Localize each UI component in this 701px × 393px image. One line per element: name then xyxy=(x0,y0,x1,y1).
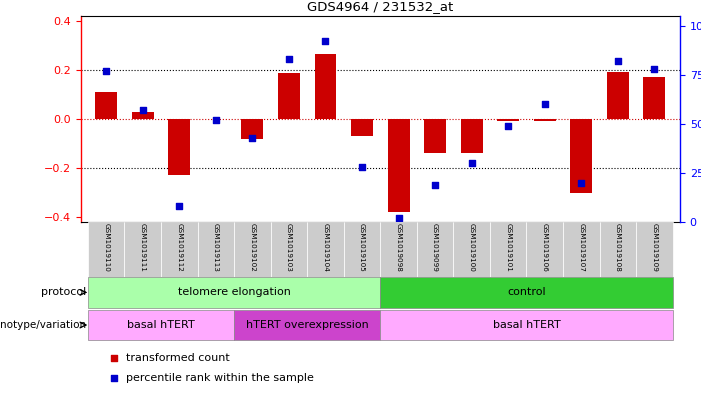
Text: GSM1019106: GSM1019106 xyxy=(542,223,547,272)
Point xyxy=(320,38,331,44)
Bar xyxy=(381,277,673,308)
Bar xyxy=(132,112,154,119)
Bar xyxy=(278,73,300,119)
Bar xyxy=(607,72,629,119)
Text: GSM1019110: GSM1019110 xyxy=(103,223,109,272)
Bar xyxy=(198,222,234,277)
Text: genotype/variation: genotype/variation xyxy=(0,320,86,330)
Bar xyxy=(88,277,381,308)
Text: control: control xyxy=(507,287,546,298)
Text: percentile rank within the sample: percentile rank within the sample xyxy=(125,373,313,384)
Text: GSM1019107: GSM1019107 xyxy=(578,223,585,272)
Bar xyxy=(351,119,373,136)
Bar xyxy=(381,310,673,340)
Point xyxy=(137,107,149,113)
Point xyxy=(283,56,294,62)
Text: GSM1019113: GSM1019113 xyxy=(213,223,219,272)
Bar xyxy=(490,222,526,277)
Point xyxy=(356,164,367,170)
Text: GSM1019101: GSM1019101 xyxy=(505,223,511,272)
Text: telomere elongation: telomere elongation xyxy=(177,287,290,298)
Bar xyxy=(307,222,343,277)
Text: basal hTERT: basal hTERT xyxy=(127,320,195,330)
Bar xyxy=(95,92,117,119)
Bar xyxy=(644,77,665,119)
Bar xyxy=(563,222,599,277)
Text: protocol: protocol xyxy=(41,287,86,298)
Point xyxy=(210,117,222,123)
Text: transformed count: transformed count xyxy=(125,353,229,363)
Bar xyxy=(381,222,417,277)
Bar xyxy=(88,222,125,277)
Bar xyxy=(343,222,381,277)
Point xyxy=(108,375,119,382)
Point xyxy=(649,66,660,72)
Bar xyxy=(161,222,198,277)
Text: basal hTERT: basal hTERT xyxy=(493,320,560,330)
Text: GSM1019099: GSM1019099 xyxy=(432,223,438,272)
Text: hTERT overexpression: hTERT overexpression xyxy=(246,320,369,330)
Bar xyxy=(454,222,490,277)
Point xyxy=(539,101,550,107)
Point xyxy=(100,68,111,74)
Bar xyxy=(424,119,446,153)
Text: GSM1019104: GSM1019104 xyxy=(322,223,329,272)
Text: GSM1019109: GSM1019109 xyxy=(651,223,658,272)
Point xyxy=(430,182,441,188)
Text: GSM1019102: GSM1019102 xyxy=(250,223,255,272)
Title: GDS4964 / 231532_at: GDS4964 / 231532_at xyxy=(307,0,454,13)
Point xyxy=(466,160,477,166)
Bar xyxy=(461,119,482,153)
Bar xyxy=(234,222,271,277)
Bar xyxy=(417,222,454,277)
Bar xyxy=(125,222,161,277)
Bar xyxy=(241,119,264,138)
Point xyxy=(576,180,587,186)
Text: GSM1019108: GSM1019108 xyxy=(615,223,621,272)
Bar xyxy=(88,310,234,340)
Point xyxy=(174,203,185,209)
Point xyxy=(612,58,623,64)
Text: GSM1019103: GSM1019103 xyxy=(286,223,292,272)
Text: GSM1019105: GSM1019105 xyxy=(359,223,365,272)
Bar xyxy=(599,222,636,277)
Bar xyxy=(636,222,673,277)
Bar xyxy=(526,222,563,277)
Text: GSM1019098: GSM1019098 xyxy=(395,223,402,272)
Text: GSM1019100: GSM1019100 xyxy=(469,223,475,272)
Bar xyxy=(533,119,556,121)
Point xyxy=(247,134,258,141)
Bar xyxy=(234,310,381,340)
Text: GSM1019112: GSM1019112 xyxy=(176,223,182,272)
Bar xyxy=(571,119,592,193)
Bar xyxy=(497,119,519,121)
Text: GSM1019111: GSM1019111 xyxy=(139,223,146,272)
Bar xyxy=(168,119,190,175)
Bar xyxy=(315,54,336,119)
Bar xyxy=(388,119,409,212)
Point xyxy=(503,123,514,129)
Point xyxy=(108,354,119,361)
Bar xyxy=(271,222,307,277)
Point xyxy=(393,215,404,221)
